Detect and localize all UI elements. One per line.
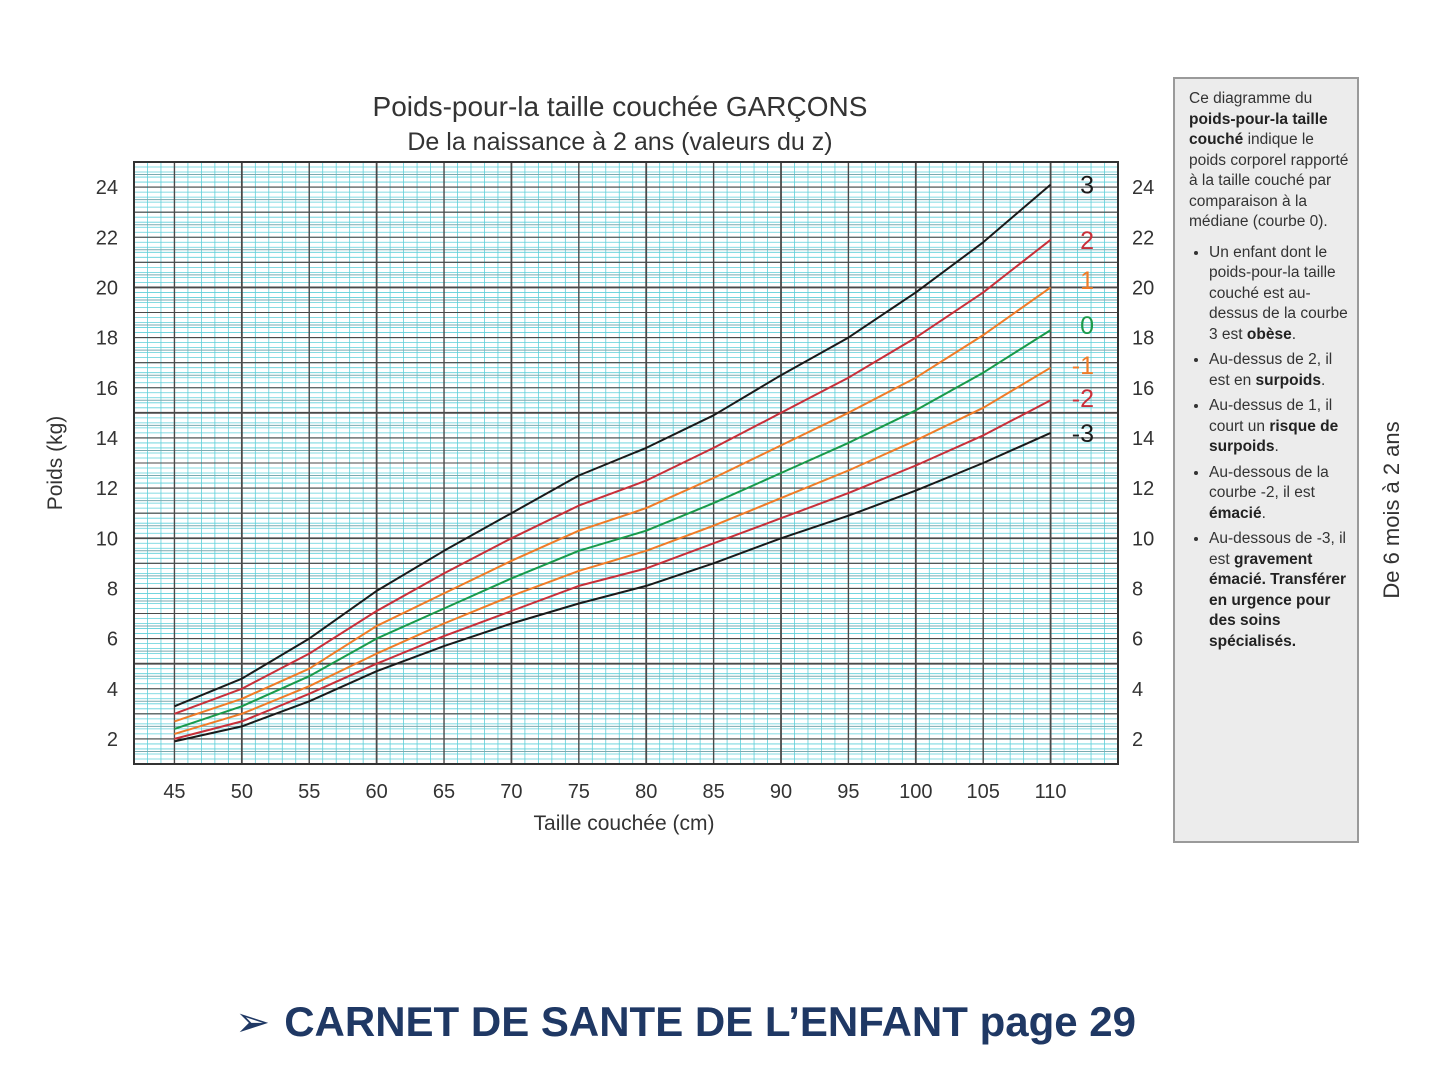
y-tick-label-left: 2 [107, 729, 118, 751]
y-tick-label-left: 16 [96, 378, 118, 400]
info-list-item: Au-dessous de la courbe -2, il est émaci… [1209, 463, 1349, 525]
chart-subtitle: De la naissance à 2 ans (valeurs du z) [407, 128, 833, 156]
y-tick-label-left: 4 [107, 679, 118, 701]
series-line-z3 [174, 183, 1052, 708]
y-tick-label-left: 20 [96, 277, 118, 299]
y-tick-label-left: 12 [96, 478, 118, 500]
chart-series-lines [174, 183, 1052, 743]
info-intro-post: indique le poids corporel rapporté à la … [1189, 131, 1349, 230]
z-score-label: -1 [1072, 352, 1094, 380]
info-item-suffix: . [1320, 371, 1326, 389]
z-score-label: -3 [1072, 420, 1094, 448]
footer-heading: ➢ CARNET DE SANTE DE L’ENFANT page 29 [235, 996, 1195, 1048]
y-tick-label-left: 18 [96, 328, 118, 350]
info-item-bold: surpoids [1255, 371, 1321, 389]
chart-grid [133, 161, 1119, 765]
info-item-text: Un enfant dont le poids-pour-la taille c… [1209, 243, 1348, 343]
x-tick-label: 55 [298, 781, 320, 803]
y-tick-label-right: 10 [1132, 528, 1154, 550]
info-item-bold: émacié [1209, 504, 1262, 522]
y-tick-label-right: 12 [1132, 478, 1154, 500]
x-tick-label: 80 [635, 781, 657, 803]
series-line-z1 [174, 286, 1052, 723]
arrow-bullet-icon: ➢ [235, 997, 271, 1046]
info-list-item: Au-dessus de 1, il court un risque de su… [1209, 396, 1349, 458]
info-item-suffix: . [1291, 325, 1297, 343]
y-tick-label-right: 14 [1132, 428, 1154, 450]
x-tick-label: 60 [366, 781, 388, 803]
side-caption-text: De 6 mois à 2 ans [1379, 421, 1404, 599]
info-item-text: Au-dessous de -3, il est [1209, 530, 1346, 568]
chart-title: Poids-pour-la taille couchée GARÇONS [372, 91, 868, 122]
y-tick-label-right: 18 [1132, 328, 1154, 350]
info-item-suffix: . [1274, 438, 1279, 455]
z-score-label: 3 [1080, 172, 1094, 200]
y-tick-label-left: 24 [96, 177, 118, 199]
z-score-label: 2 [1080, 227, 1094, 255]
y-tick-label-right: 16 [1132, 378, 1154, 400]
info-list-item: Un enfant dont le poids-pour-la taille c… [1209, 243, 1349, 346]
series-line-z-1 [174, 366, 1052, 735]
info-list-item: Au-dessus de 2, il est en surpoids. [1209, 350, 1349, 391]
z-score-label: 1 [1080, 267, 1094, 295]
z-score-label: 0 [1080, 312, 1094, 340]
info-item-bold: obèse [1246, 325, 1292, 343]
info-list-item: Au-dessous de -3, il est gravement émaci… [1209, 529, 1349, 652]
plot-frame [133, 161, 1119, 765]
info-item-text: Au-dessus de 2, il est en [1209, 351, 1333, 389]
x-tick-label: 75 [568, 781, 590, 803]
x-tick-label: 70 [500, 781, 522, 803]
y-tick-label-right: 6 [1132, 629, 1143, 651]
y-tick-label-right: 24 [1132, 177, 1154, 199]
series-line-z-2 [174, 399, 1052, 740]
x-tick-label: 90 [770, 781, 792, 803]
y-tick-label-right: 2 [1132, 729, 1143, 751]
y-tick-label-left: 6 [107, 629, 118, 651]
x-tick-label: 50 [231, 781, 253, 803]
x-tick-label: 85 [702, 781, 724, 803]
info-list: Un enfant dont le poids-pour-la taille c… [1189, 243, 1349, 653]
info-intro-pre: Ce diagramme du [1189, 90, 1313, 107]
info-item-text: Au-dessous de la courbe -2, il est [1209, 463, 1329, 502]
z-score-label: -2 [1072, 385, 1094, 413]
y-tick-label-right: 22 [1132, 227, 1154, 249]
y-tick-label-left: 8 [107, 578, 118, 600]
x-tick-label: 105 [967, 781, 1000, 803]
y-tick-label-right: 20 [1132, 277, 1154, 299]
info-box: Ce diagramme du poids-pour-la taille cou… [1173, 77, 1359, 843]
info-item-text: Au-dessus de 1, il court un [1209, 397, 1333, 435]
series-line-z0 [174, 329, 1052, 730]
info-item-bold: risque de surpoids [1209, 417, 1339, 456]
info-item-suffix: . [1261, 504, 1266, 522]
series-line-z2 [174, 239, 1052, 715]
x-tick-label: 110 [1035, 781, 1067, 803]
chart-zscore-labels: 3 2 1 0 -1 -2 -3 [1072, 172, 1094, 448]
y-tick-label-right: 4 [1132, 679, 1143, 701]
y-tick-label-left: 22 [96, 227, 118, 249]
y-axis-title: Poids (kg) [44, 416, 67, 511]
y-tick-label-left: 14 [96, 428, 118, 450]
x-axis-title: Taille couchée (cm) [534, 812, 715, 835]
footer-text: CARNET DE SANTE DE L’ENFANT page 29 [284, 998, 1136, 1045]
y-tick-label-left: 10 [96, 528, 118, 550]
series-line-z-3 [174, 431, 1052, 743]
info-item-bold: gravement émacié. Transférer en urgence … [1209, 550, 1347, 650]
x-tick-label: 45 [163, 781, 185, 803]
x-tick-label: 95 [837, 781, 859, 803]
info-intro: Ce diagramme du poids-pour-la taille cou… [1189, 89, 1349, 233]
info-intro-bold: poids-pour-la taille couché [1189, 110, 1328, 149]
x-tick-label: 100 [899, 781, 932, 803]
x-tick-label: 65 [433, 781, 455, 803]
y-tick-label-right: 8 [1132, 578, 1143, 600]
